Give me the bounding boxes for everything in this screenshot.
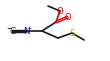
Text: −: −: [6, 26, 12, 32]
Text: O: O: [57, 7, 63, 15]
Text: O: O: [65, 13, 71, 21]
Text: N: N: [23, 26, 29, 36]
Text: S: S: [69, 28, 75, 38]
Text: +: +: [26, 26, 32, 31]
Text: C: C: [9, 26, 16, 36]
